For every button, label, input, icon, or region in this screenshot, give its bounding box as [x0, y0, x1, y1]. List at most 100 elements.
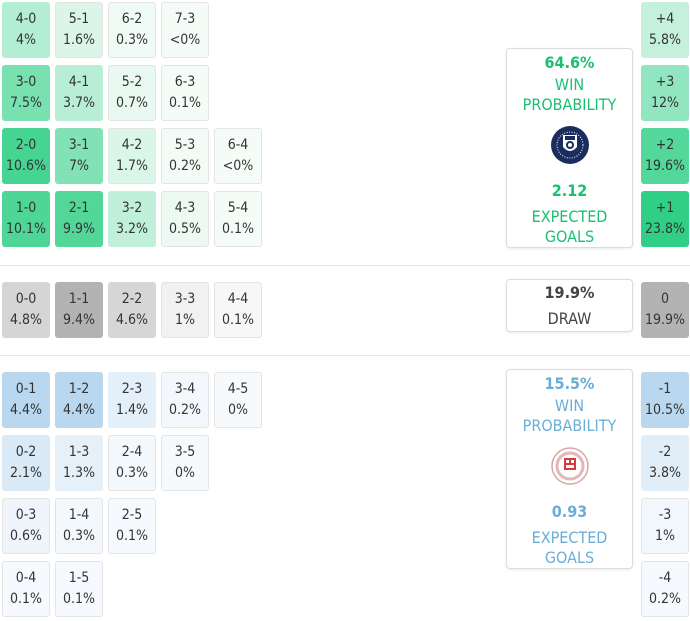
score-cell-draw: 3-3 1% — [161, 282, 209, 338]
goal-margin-label: -2 — [658, 444, 672, 460]
scoreline-probability: 3.7% — [63, 95, 95, 111]
home-win-pct: 64.6% — [544, 53, 595, 72]
scoreline-probability: 0.3% — [116, 465, 148, 481]
goal-margin-cell: +2 19.6% — [641, 128, 689, 184]
scoreline-probability: 4.8% — [10, 312, 42, 328]
goal-margin-label: 0 — [660, 291, 669, 307]
scoreline-label: 1-2 — [68, 381, 90, 397]
away-team-crest-icon — [550, 446, 590, 490]
scoreline-label: 4-3 — [174, 200, 196, 216]
scoreline-label: 5-3 — [174, 137, 196, 153]
scoreline-label: 1-1 — [68, 291, 90, 307]
score-cell-away: 1-5 0.1% — [55, 561, 103, 617]
goal-margin-probability: 19.9% — [644, 312, 685, 328]
scoreline-label: 7-3 — [174, 11, 196, 27]
goal-margin-cell: +4 5.8% — [641, 2, 689, 58]
score-cell-home: 6-2 0.3% — [108, 2, 156, 58]
score-cell-home: 4-1 3.7% — [55, 65, 103, 121]
scoreline-label: 4-1 — [68, 74, 90, 90]
scoreline-label: 1-4 — [68, 507, 90, 523]
scoreline-probability: 10.6% — [5, 158, 46, 174]
scoreline-label: 6-3 — [174, 74, 196, 90]
scoreline-label: 1-3 — [68, 444, 90, 460]
scoreline-probability: 7% — [69, 158, 89, 174]
score-cell-home: 5-4 0.1% — [214, 191, 262, 247]
goal-margin-label: +4 — [655, 11, 675, 27]
goal-margin-label: +2 — [655, 137, 675, 153]
score-cell-home: 1-0 10.1% — [2, 191, 50, 247]
scoreline-probability: 1.4% — [116, 402, 148, 418]
score-cell-away: 4-5 0% — [214, 372, 262, 428]
scoreline-label: 4-0 — [15, 11, 37, 27]
draw-label: DRAW — [547, 308, 592, 328]
scoreline-probability: 0.5% — [169, 221, 201, 237]
score-cell-home: 5-2 0.7% — [108, 65, 156, 121]
scoreline-label: 2-1 — [68, 200, 90, 216]
scoreline-probability: 0.1% — [116, 528, 148, 544]
away-win-card: 15.5% WIN PROBABILITY 0.93 EXPECTED GOAL… — [506, 369, 633, 569]
scoreline-probability: 0.1% — [10, 591, 42, 607]
scoreline-label: 0-1 — [15, 381, 37, 397]
score-cell-away: 0-1 4.4% — [2, 372, 50, 428]
score-cell-draw: 1-1 9.4% — [55, 282, 103, 338]
goal-margin-cell: 0 19.9% — [641, 282, 689, 338]
scoreline-probability: 4.4% — [10, 402, 42, 418]
score-cell-home: 2-1 9.9% — [55, 191, 103, 247]
goal-margin-probability: 12% — [651, 95, 679, 111]
goal-margin-label: +1 — [655, 200, 675, 216]
scoreline-label: 0-2 — [15, 444, 37, 460]
score-cell-away: 1-4 0.3% — [55, 498, 103, 554]
away-xg-label-2: GOALS — [544, 548, 595, 567]
scoreline-label: 4-2 — [121, 137, 143, 153]
goal-margin-cell: -1 10.5% — [641, 372, 689, 428]
divider-top — [0, 265, 690, 266]
goal-margin-label: +3 — [655, 74, 675, 90]
score-cell-home: 6-4 <0% — [214, 128, 262, 184]
score-cell-away: 0-3 0.6% — [2, 498, 50, 554]
goal-margin-probability: 10.5% — [644, 402, 685, 418]
scoreline-label: 2-4 — [121, 444, 143, 460]
scoreline-label: 1-5 — [68, 570, 90, 586]
score-cell-home: 4-2 1.7% — [108, 128, 156, 184]
scoreline-label: 5-4 — [227, 200, 249, 216]
score-cell-away: 0-4 0.1% — [2, 561, 50, 617]
score-cell-draw: 4-4 0.1% — [214, 282, 262, 338]
scoreline-probability: <0% — [169, 32, 201, 48]
scoreline-probability: 0.3% — [63, 528, 95, 544]
goal-margin-probability: 5.8% — [649, 32, 681, 48]
scoreline-label: 3-1 — [68, 137, 90, 153]
goal-margin-cell: +1 23.8% — [641, 191, 689, 247]
scoreline-label: 2-0 — [15, 137, 37, 153]
scoreline-probability: 0% — [175, 465, 195, 481]
scoreline-probability: 0.1% — [169, 95, 201, 111]
scoreline-label: 0-3 — [15, 507, 37, 523]
score-cell-home: 5-1 1.6% — [55, 2, 103, 58]
home-team-crest-icon — [550, 125, 590, 169]
score-cell-away: 3-5 0% — [161, 435, 209, 491]
away-win-label-2: PROBABILITY — [522, 416, 617, 435]
scoreline-probability: 4% — [16, 32, 36, 48]
score-cell-home: 3-1 7% — [55, 128, 103, 184]
scoreline-probability: 1.7% — [116, 158, 148, 174]
away-win-pct: 15.5% — [544, 374, 595, 393]
score-cell-away: 2-4 0.3% — [108, 435, 156, 491]
scoreline-label: 6-2 — [121, 11, 143, 27]
scoreline-probability: 0.2% — [169, 158, 201, 174]
goal-margin-label: -1 — [658, 381, 672, 397]
goal-margin-probability: 0.2% — [649, 591, 681, 607]
scoreline-probability: <0% — [222, 158, 254, 174]
scoreline-label: 2-3 — [121, 381, 143, 397]
goal-margin-probability: 1% — [655, 528, 675, 544]
score-cell-away: 2-3 1.4% — [108, 372, 156, 428]
score-cell-home: 7-3 <0% — [161, 2, 209, 58]
scoreline-label: 0-4 — [15, 570, 37, 586]
scoreline-label: 3-3 — [174, 291, 196, 307]
home-xg-label-1: EXPECTED — [531, 207, 608, 226]
scoreline-label: 0-0 — [15, 291, 37, 307]
score-cell-home: 3-0 7.5% — [2, 65, 50, 121]
score-cell-away: 1-3 1.3% — [55, 435, 103, 491]
home-xg-label-2: GOALS — [544, 227, 595, 246]
score-cell-home: 4-0 4% — [2, 2, 50, 58]
scoreline-label: 2-2 — [121, 291, 143, 307]
scoreline-probability: 0.6% — [10, 528, 42, 544]
